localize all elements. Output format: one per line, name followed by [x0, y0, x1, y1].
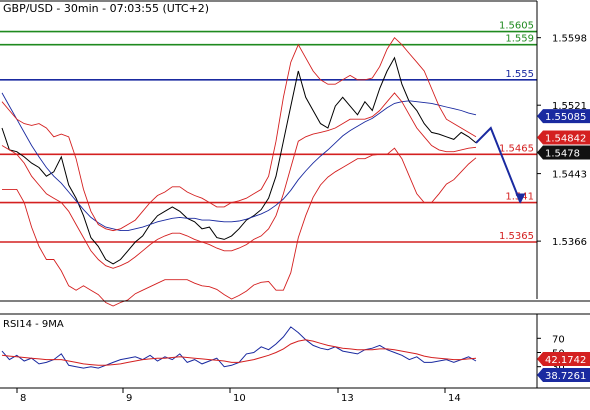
bollinger-upper-line [1, 37, 477, 232]
price-badge [537, 130, 590, 145]
rsi-badge-label: 42.1742 [545, 355, 586, 366]
x-tick-label: 10 [233, 393, 246, 404]
price-badge-label: 1.55085 [545, 112, 586, 123]
projection-arrow-line [475, 126, 522, 203]
bollinger-middle-line [1, 92, 477, 269]
level-label: 1.5365 [499, 231, 534, 242]
ma-line [1, 92, 477, 232]
x-tick-label: 9 [126, 393, 132, 404]
price-y-tick-label: 1.5598 [552, 34, 587, 45]
rsi-panel [1, 326, 477, 369]
rsi-panel-title: RSI14 - 9MA [3, 319, 64, 330]
price-badge-label: 1.54842 [545, 133, 586, 144]
level-label: 1.5605 [499, 21, 534, 32]
price-badge-label: 1.5478 [545, 148, 580, 159]
rsi-badge-label: 38.7261 [545, 371, 586, 382]
x-tick-label: 13 [341, 393, 354, 404]
level-label: 1.555 [505, 69, 534, 80]
price-badge [537, 109, 590, 124]
price-y-tick-label: 1.5366 [552, 237, 587, 248]
chart-title: GBP/USD - 30min - 07:03:55 (UTC+2) [3, 2, 209, 15]
x-tick-label: 8 [20, 393, 26, 404]
bollinger-lower-line [2, 147, 477, 307]
rsi-badge [537, 368, 590, 382]
projection-arrow-head [515, 193, 526, 204]
rsi-y-tick-label: 70 [552, 334, 565, 345]
close-price-line [1, 56, 477, 265]
rsi-ma-line [1, 339, 477, 366]
price-y-tick-label: 1.5443 [552, 170, 587, 181]
x-tick-label: 14 [448, 393, 461, 404]
level-label: 1.559 [505, 34, 534, 45]
rsi-badge [537, 352, 590, 366]
price-badge [537, 145, 590, 160]
price-y-tick-label: 1.5521 [552, 101, 587, 112]
level-label: 1.5465 [499, 143, 534, 154]
